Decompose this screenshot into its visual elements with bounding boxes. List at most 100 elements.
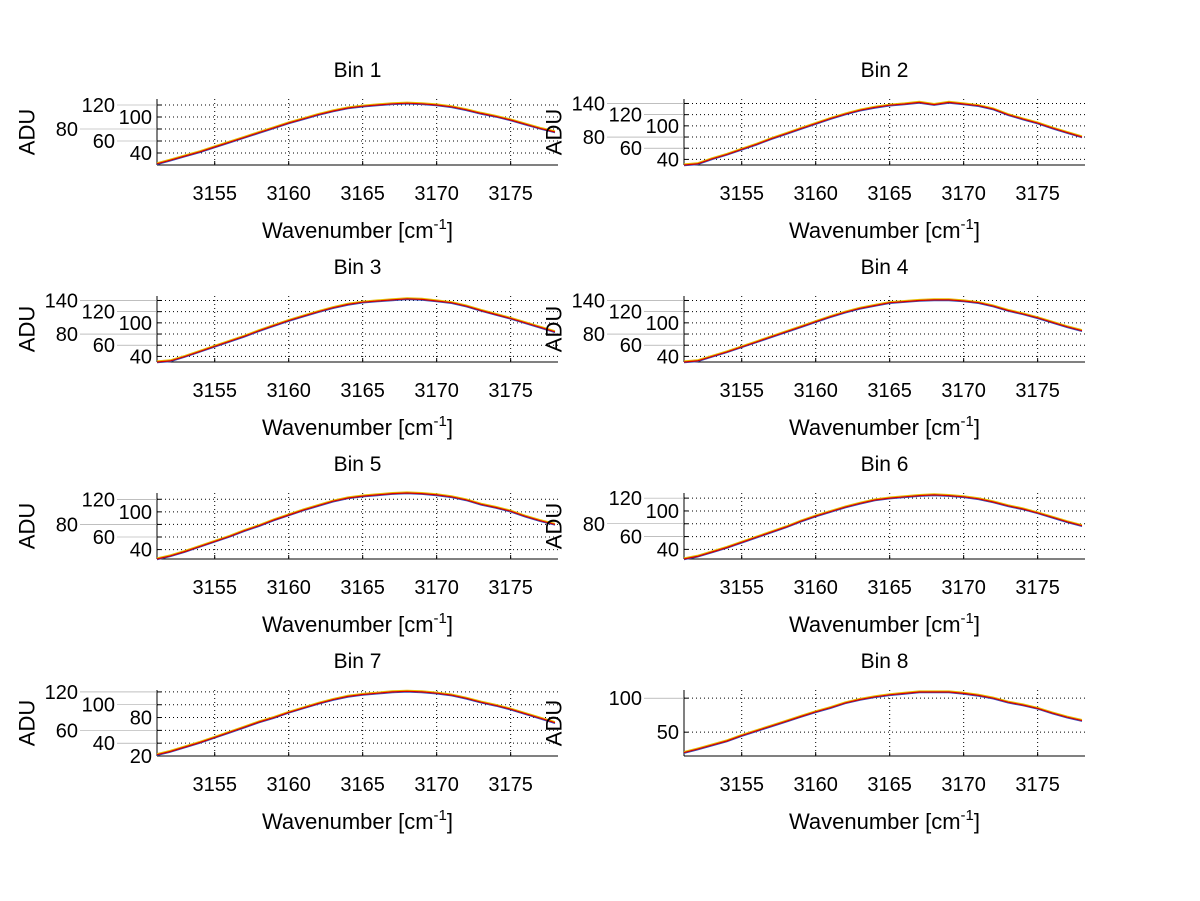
y-tick-label: 80 [583, 324, 605, 346]
x-axis-label-text: Wavenumber [cm [262, 415, 434, 440]
subplot-title: Bin 3 [334, 256, 382, 279]
x-axis-label-bracket: ] [974, 218, 980, 243]
x-tick-label: 3155 [192, 183, 237, 205]
x-tick-label: 3170 [941, 183, 986, 205]
series-line-blue [683, 495, 1083, 561]
series-line-yellow [156, 491, 556, 559]
subplot-8: 3155 3160 3165 3170 3175 50 100 Bin 8 Wavenumber… [542, 650, 1085, 834]
x-axis-label-superscript: -1 [961, 413, 974, 430]
y-axis-label: ADU [542, 306, 567, 352]
y-axis-label: ADU [542, 503, 567, 549]
x-tick-label: 3155 [719, 183, 764, 205]
x-tick-label: 3155 [192, 774, 237, 796]
x-tick-label: 3165 [340, 183, 385, 205]
x-axis-label-text: Wavenumber [cm [789, 218, 961, 243]
x-tick-label: 3155 [192, 577, 237, 599]
x-tick-label: 3160 [266, 774, 311, 796]
y-tick-label: 100 [119, 502, 152, 524]
x-tick-label: 3165 [340, 380, 385, 402]
y-tick-label: 40 [93, 733, 115, 755]
series-line [683, 299, 1083, 363]
series-line-yellow [683, 493, 1083, 559]
x-axis-label-text: Wavenumber [cm [789, 415, 961, 440]
y-tick-label: 40 [657, 346, 679, 368]
y-tick-label: 50 [657, 722, 679, 744]
x-tick-label: 3160 [793, 577, 838, 599]
x-axis-label: Wavenumber [cm-1] [262, 216, 453, 243]
subplot-title: Bin 4 [861, 256, 909, 279]
x-tick-label: 3165 [867, 774, 912, 796]
series-line-yellow [156, 101, 556, 164]
x-axis-label-bracket: ] [447, 218, 453, 243]
x-tick-label: 3165 [340, 577, 385, 599]
y-tick-label: 120 [45, 682, 78, 704]
x-axis-label: Wavenumber [cm-1] [262, 610, 453, 637]
y-tick-label: 100 [609, 688, 642, 710]
x-tick-label: 3165 [867, 380, 912, 402]
y-tick-label: 40 [657, 539, 679, 561]
y-tick-label: 80 [56, 119, 78, 141]
y-tick-label: 140 [45, 290, 78, 312]
x-axis-label-superscript: -1 [961, 216, 974, 233]
y-tick-label: 120 [82, 489, 115, 511]
x-tick-label: 3170 [414, 183, 459, 205]
series-line [156, 298, 556, 363]
y-tick-label: 60 [620, 335, 642, 357]
y-tick-label: 120 [609, 302, 642, 324]
y-tick-label: 40 [130, 143, 152, 165]
y-axis-label: ADU [15, 503, 40, 549]
x-axis-label-superscript: -1 [434, 807, 447, 824]
x-tick-label: 3160 [266, 183, 311, 205]
subplot-title: Bin 6 [861, 453, 909, 476]
y-tick-label: 120 [82, 95, 115, 117]
subplot-title: Bin 7 [334, 650, 382, 673]
series-line-blue [156, 103, 556, 166]
y-axis-label: ADU [542, 109, 567, 155]
x-axis-label-superscript: -1 [961, 807, 974, 824]
y-axis-label: ADU [542, 700, 567, 746]
series-line-yellow [683, 690, 1083, 753]
x-tick-label: 3155 [719, 774, 764, 796]
y-tick-label: 100 [646, 313, 679, 335]
x-axis-label-text: Wavenumber [cm [262, 218, 434, 243]
series-line [683, 691, 1083, 754]
x-axis-label-bracket: ] [447, 809, 453, 834]
series-line-blue [156, 299, 556, 364]
x-tick-label: 3155 [192, 380, 237, 402]
x-tick-label: 3170 [414, 774, 459, 796]
y-tick-label: 100 [646, 501, 679, 523]
series-line-yellow [683, 100, 1083, 165]
x-axis-label: Wavenumber [cm-1] [789, 216, 980, 243]
x-tick-label: 3175 [488, 183, 533, 205]
x-tick-label: 3170 [941, 774, 986, 796]
x-tick-label: 3165 [340, 774, 385, 796]
y-tick-label: 80 [56, 514, 78, 536]
y-tick-label: 120 [609, 488, 642, 510]
x-axis-label-bracket: ] [974, 809, 980, 834]
y-axis-label: ADU [15, 306, 40, 352]
series-line [156, 492, 556, 560]
x-tick-label: 3170 [941, 577, 986, 599]
y-tick-label: 100 [119, 107, 152, 129]
y-tick-label: 60 [620, 138, 642, 160]
x-tick-label: 3155 [719, 577, 764, 599]
subplot-title: Bin 1 [334, 59, 382, 82]
subplot-title: Bin 8 [861, 650, 909, 673]
series-line-yellow [683, 298, 1083, 362]
series-line [156, 102, 556, 165]
series-line-blue [683, 102, 1083, 167]
x-tick-label: 3175 [1015, 183, 1060, 205]
y-tick-label: 60 [93, 527, 115, 549]
x-tick-label: 3160 [266, 577, 311, 599]
series-line-yellow [156, 297, 556, 362]
x-axis-label: Wavenumber [cm-1] [262, 413, 453, 440]
y-tick-label: 80 [583, 514, 605, 536]
y-tick-label: 60 [620, 527, 642, 549]
x-tick-label: 3175 [488, 380, 533, 402]
